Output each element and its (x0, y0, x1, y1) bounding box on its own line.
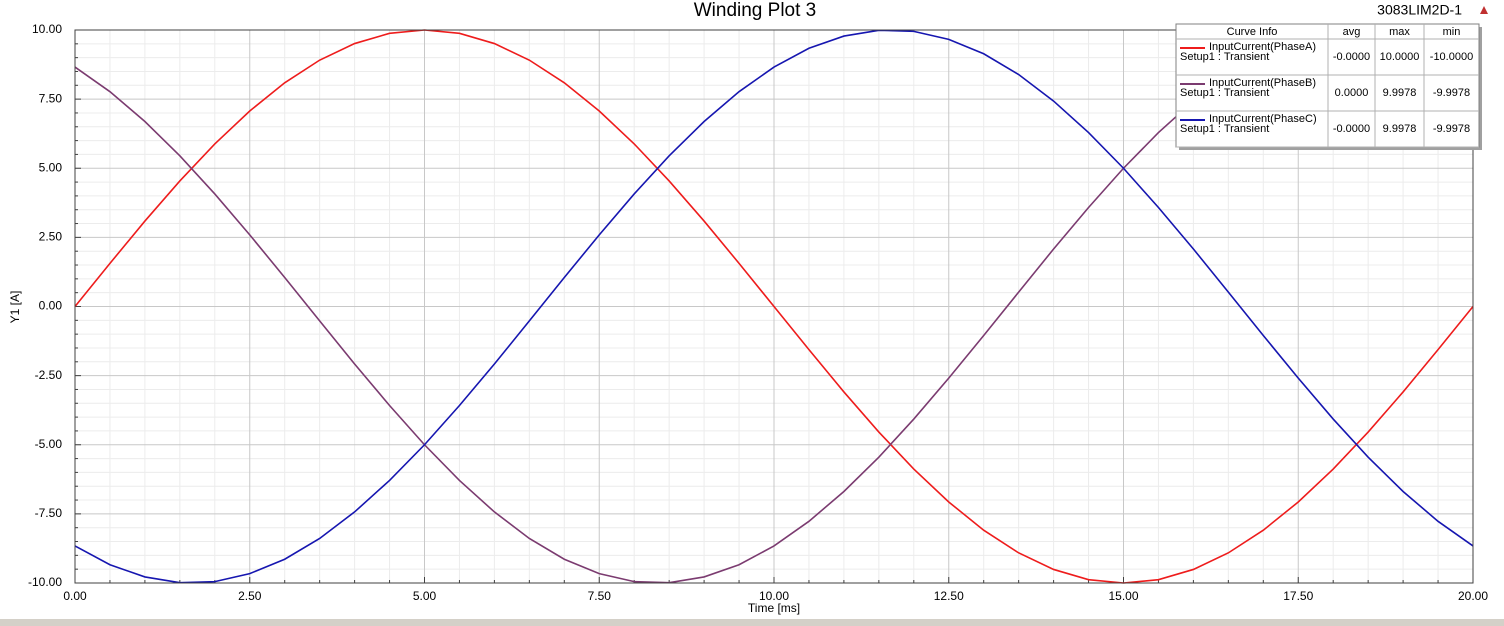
legend-header: min (1443, 26, 1461, 38)
legend-stat: -0.0000 (1333, 51, 1370, 63)
y-axis-label: Y1 [A] (8, 291, 22, 324)
legend-entry: InputCurrent(PhaseB) (1209, 77, 1316, 89)
y-tick-label: -2.50 (35, 368, 63, 382)
x-tick-label: 10.00 (759, 589, 789, 603)
legend-stat: 0.0000 (1335, 87, 1369, 99)
y-tick-label: -10.00 (28, 575, 62, 589)
design-icon (1480, 6, 1488, 14)
x-tick-label: 15.00 (1108, 589, 1138, 603)
legend-stat: -9.9978 (1433, 87, 1470, 99)
curve-info: Curve Info avg max minInputCurrent(PhaseA)S… (1175, 23, 1482, 150)
legend-stat: 10.0000 (1380, 51, 1420, 63)
series-line (74, 29, 1474, 584)
plot-frame (74, 29, 1474, 584)
y-tick-label: 0.00 (39, 299, 63, 313)
legend-stat: -10.0000 (1430, 51, 1473, 63)
y-tick-label: -7.50 (35, 506, 63, 520)
legend-setup: Setup1 : Transient (1180, 87, 1269, 99)
legend-header: avg (1343, 26, 1361, 38)
x-tick-label: 0.00 (63, 589, 87, 603)
y-tick-label: 10.00 (32, 22, 62, 36)
series-line (74, 29, 1474, 584)
legend-setup: Setup1 : Transient (1180, 123, 1269, 135)
legend-setup: Setup1 : Transient (1180, 51, 1269, 63)
legend-stat: 9.9978 (1383, 87, 1417, 99)
design-label: 3083LIM2D-1 (1377, 2, 1462, 18)
legend-stat: -0.0000 (1333, 123, 1370, 135)
x-tick-label: 7.50 (588, 589, 612, 603)
legend-stat: 9.9978 (1383, 123, 1417, 135)
legend-header: max (1389, 26, 1410, 38)
legend-stat: -9.9978 (1433, 123, 1470, 135)
x-tick-label: 5.00 (413, 589, 437, 603)
legend-entry: InputCurrent(PhaseA) (1209, 41, 1316, 53)
x-tick-label: 12.50 (934, 589, 964, 603)
legend-header: Curve Info (1227, 26, 1278, 38)
x-tick-label: 17.50 (1283, 589, 1313, 603)
x-tick-label: 20.00 (1458, 589, 1488, 603)
x-tick-label: 2.50 (238, 589, 262, 603)
x-axis-label: Time [ms] (748, 601, 800, 615)
y-tick-label: -5.00 (35, 437, 63, 451)
scroll-strip (0, 619, 1504, 626)
y-tick-label: 5.00 (39, 160, 63, 174)
y-tick-label: 2.50 (39, 230, 63, 244)
legend-entry: InputCurrent(PhaseC) (1209, 113, 1317, 125)
y-tick-label: 7.50 (39, 91, 63, 105)
chart-title: Winding Plot 3 (694, 0, 817, 21)
